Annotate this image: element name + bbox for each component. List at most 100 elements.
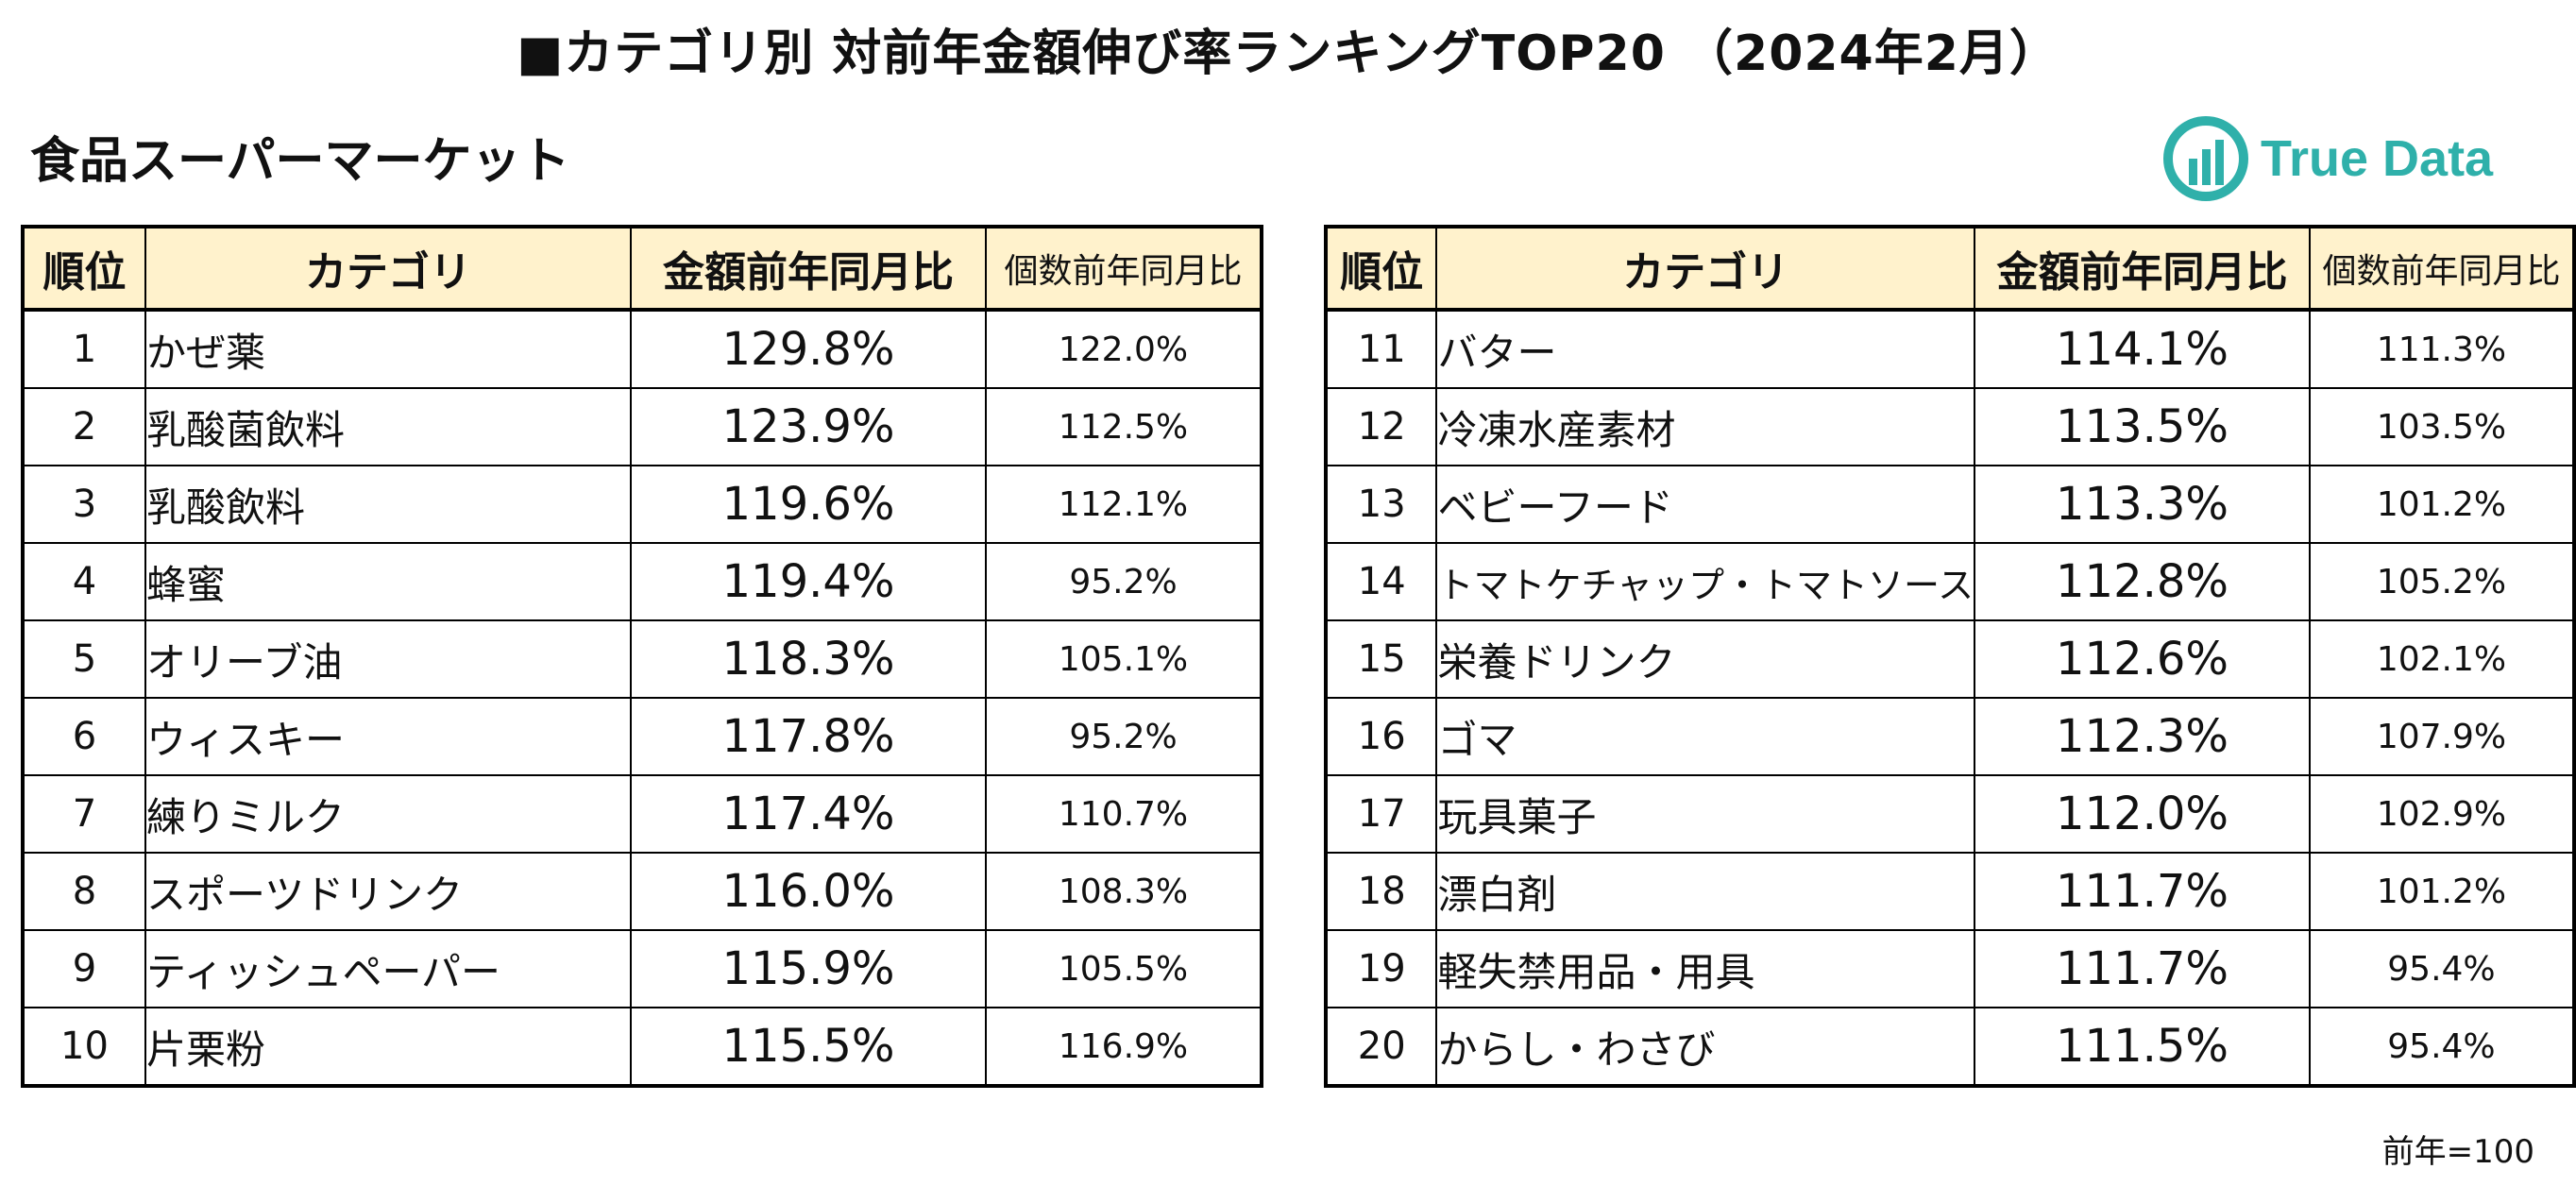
- count-cell: 108.3%: [985, 852, 1263, 931]
- ranking-table-right: 順位 カテゴリ 金額前年同月比 個数前年同月比 11 バター 114.1% 111.3…: [1324, 225, 2576, 1088]
- count-cell: 105.5%: [985, 929, 1263, 1008]
- rank-cell: 14: [1324, 542, 1438, 621]
- category-cell: スポーツドリンク: [144, 852, 632, 931]
- category-cell: トマトケチャップ・トマトソース: [1435, 542, 1976, 621]
- table-row: 15 栄養ドリンク 112.6% 102.1%: [1324, 619, 2576, 699]
- table-row: 16 ゴマ 112.3% 107.9%: [1324, 697, 2576, 776]
- table-row: 11 バター 114.1% 111.3%: [1324, 309, 2576, 389]
- amount-cell: 129.8%: [630, 309, 987, 389]
- rank-cell: 20: [1324, 1007, 1438, 1087]
- table-row: 19 軽失禁用品・用具 111.7% 95.4%: [1324, 929, 2576, 1008]
- rank-cell: 6: [22, 697, 146, 776]
- table-row: 4 蜂蜜 119.4% 95.2%: [22, 542, 1263, 621]
- base-note: 前年=100: [2381, 1133, 2534, 1171]
- rank-cell: 18: [1324, 852, 1438, 931]
- category-cell: 軽失禁用品・用具: [1435, 929, 1976, 1008]
- amount-cell: 117.8%: [630, 697, 987, 776]
- amount-cell: 119.6%: [630, 465, 987, 544]
- table-row: 14 トマトケチャップ・トマトソース 112.8% 105.2%: [1324, 542, 2576, 621]
- table-row: 12 冷凍水産素材 113.5% 103.5%: [1324, 387, 2576, 466]
- page-subtitle: 食品スーパーマーケット: [30, 133, 570, 190]
- header-count-yoy: 個数前年同月比: [985, 226, 1263, 312]
- count-cell: 101.2%: [2308, 465, 2576, 544]
- rank-cell: 11: [1324, 309, 1438, 389]
- count-cell: 101.2%: [2308, 852, 2576, 931]
- header-amount-yoy: 金額前年同月比: [1974, 226, 2311, 312]
- rank-cell: 9: [22, 929, 146, 1008]
- category-cell: かぜ薬: [144, 309, 632, 389]
- table-header-row: 順位 カテゴリ 金額前年同月比 個数前年同月比: [22, 226, 1263, 312]
- count-cell: 122.0%: [985, 309, 1263, 389]
- rank-cell: 3: [22, 465, 146, 544]
- table-row: 1 かぜ薬 129.8% 122.0%: [22, 309, 1263, 389]
- rank-cell: 4: [22, 542, 146, 621]
- category-cell: 乳酸菌飲料: [144, 387, 632, 466]
- category-cell: 漂白剤: [1435, 852, 1976, 931]
- category-cell: 練りミルク: [144, 774, 632, 854]
- amount-cell: 114.1%: [1974, 309, 2311, 389]
- table-row: 18 漂白剤 111.7% 101.2%: [1324, 852, 2576, 931]
- rank-cell: 10: [22, 1007, 146, 1087]
- logo-text: True Data: [2261, 130, 2494, 187]
- rank-cell: 1: [22, 309, 146, 389]
- count-cell: 112.5%: [985, 387, 1263, 466]
- rank-cell: 12: [1324, 387, 1438, 466]
- table-row: 10 片栗粉 115.5% 116.9%: [22, 1007, 1263, 1087]
- table-row: 9 ティッシュペーパー 115.9% 105.5%: [22, 929, 1263, 1008]
- header-category: カテゴリ: [1435, 226, 1976, 312]
- count-cell: 105.2%: [2308, 542, 2576, 621]
- amount-cell: 119.4%: [630, 542, 987, 621]
- amount-cell: 111.5%: [1974, 1007, 2311, 1087]
- table-row: 5 オリーブ油 118.3% 105.1%: [22, 619, 1263, 699]
- count-cell: 95.2%: [985, 697, 1263, 776]
- amount-cell: 111.7%: [1974, 929, 2311, 1008]
- rank-cell: 17: [1324, 774, 1438, 854]
- ranking-table-left: 順位 カテゴリ 金額前年同月比 個数前年同月比 1 かぜ薬 129.8% 122.0%…: [21, 225, 1263, 1088]
- amount-cell: 112.0%: [1974, 774, 2311, 854]
- amount-cell: 113.5%: [1974, 387, 2311, 466]
- count-cell: 111.3%: [2308, 309, 2576, 389]
- header-rank: 順位: [22, 226, 146, 312]
- amount-cell: 117.4%: [630, 774, 987, 854]
- header-amount-yoy: 金額前年同月比: [630, 226, 987, 312]
- table-row: 7 練りミルク 117.4% 110.7%: [22, 774, 1263, 854]
- amount-cell: 123.9%: [630, 387, 987, 466]
- amount-cell: 115.5%: [630, 1007, 987, 1087]
- table-row: 2 乳酸菌飲料 123.9% 112.5%: [22, 387, 1263, 466]
- category-cell: ウィスキー: [144, 697, 632, 776]
- rank-cell: 19: [1324, 929, 1438, 1008]
- amount-cell: 112.3%: [1974, 697, 2311, 776]
- amount-cell: 113.3%: [1974, 465, 2311, 544]
- rank-cell: 2: [22, 387, 146, 466]
- category-cell: 冷凍水産素材: [1435, 387, 1976, 466]
- category-cell: オリーブ油: [144, 619, 632, 699]
- count-cell: 102.9%: [2308, 774, 2576, 854]
- table-row: 20 からし・わさび 111.5% 95.4%: [1324, 1007, 2576, 1087]
- rank-cell: 8: [22, 852, 146, 931]
- category-cell: 玩具菓子: [1435, 774, 1976, 854]
- table-header-row: 順位 カテゴリ 金額前年同月比 個数前年同月比: [1324, 226, 2576, 312]
- category-cell: からし・わさび: [1435, 1007, 1976, 1087]
- count-cell: 102.1%: [2308, 619, 2576, 699]
- count-cell: 103.5%: [2308, 387, 2576, 466]
- count-cell: 95.2%: [985, 542, 1263, 621]
- table-row: 17 玩具菓子 112.0% 102.9%: [1324, 774, 2576, 854]
- header-rank: 順位: [1324, 226, 1438, 312]
- category-cell: 蜂蜜: [144, 542, 632, 621]
- amount-cell: 116.0%: [630, 852, 987, 931]
- count-cell: 107.9%: [2308, 697, 2576, 776]
- count-cell: 105.1%: [985, 619, 1263, 699]
- rank-cell: 16: [1324, 697, 1438, 776]
- table-row: 8 スポーツドリンク 116.0% 108.3%: [22, 852, 1263, 931]
- category-cell: バター: [1435, 309, 1976, 389]
- header-category: カテゴリ: [144, 226, 632, 312]
- table-row: 6 ウィスキー 117.8% 95.2%: [22, 697, 1263, 776]
- rank-cell: 5: [22, 619, 146, 699]
- category-cell: ティッシュペーパー: [144, 929, 632, 1008]
- amount-cell: 118.3%: [630, 619, 987, 699]
- true-data-logo-icon: [2163, 116, 2248, 201]
- count-cell: 95.4%: [2308, 1007, 2576, 1087]
- count-cell: 95.4%: [2308, 929, 2576, 1008]
- rank-cell: 13: [1324, 465, 1438, 544]
- rank-cell: 7: [22, 774, 146, 854]
